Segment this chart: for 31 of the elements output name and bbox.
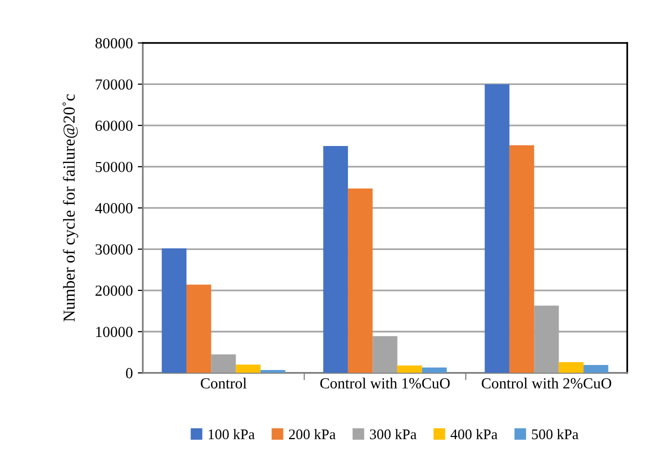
bar [348,188,373,373]
y-tick-label: 30000 [96,244,132,255]
y-tick-label: 20000 [96,286,132,296]
y-tick-label: 50000 [96,162,132,172]
y-tick-label: 0 [126,368,132,378]
bar [323,146,348,373]
legend-label: 200 kPa [289,428,336,440]
y-tick-label: 70000 [96,79,132,90]
legend-label: 300 kPa [370,428,417,440]
bar [372,336,398,373]
bar [211,354,236,373]
y-tick-label: 80000 [95,38,132,48]
bar [509,145,534,373]
bar [558,362,584,373]
bar [186,284,212,373]
legend-label: 100 kPa [208,428,255,440]
legend-label: 400 kPa [450,428,498,440]
bar [584,365,608,373]
bar [422,368,447,373]
bar [397,365,422,373]
y-tick-label: 10000 [96,326,132,338]
bar [162,248,186,373]
x-tick-label: Control with 1%CuO [320,378,450,389]
x-tick-label: Control [200,378,247,388]
y-axis-title: Number of cycle for failure@20˚c [62,94,78,322]
bar [236,364,261,373]
x-tick-label: Control with 2%CuO [482,378,612,389]
y-tick-label: 40000 [95,203,132,214]
y-tick-label: 60000 [96,120,132,131]
legend-label: 500 kPa [532,428,578,440]
bar [484,84,510,373]
